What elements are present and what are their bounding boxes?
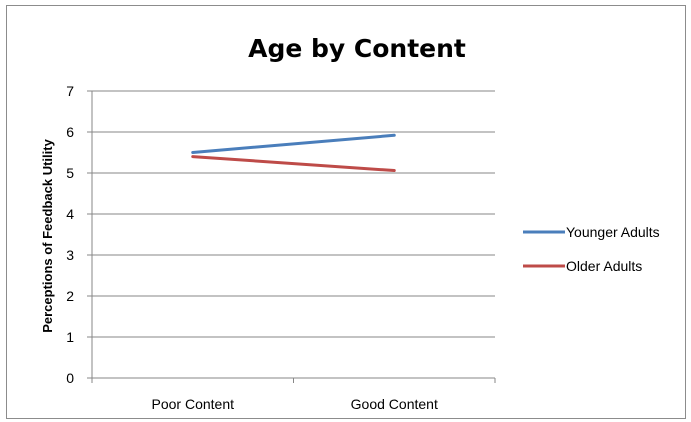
x-tick-labels: Poor Content Good Content bbox=[152, 396, 438, 412]
chart-title: Age by Content bbox=[248, 34, 466, 63]
x-tick-label: Good Content bbox=[351, 396, 438, 412]
legend-label: Older Adults bbox=[566, 258, 642, 274]
y-tick-label: 0 bbox=[66, 370, 74, 386]
y-tick-label: 7 bbox=[66, 83, 74, 99]
series-lines bbox=[193, 135, 395, 170]
y-tick-label: 3 bbox=[66, 247, 74, 263]
series-line bbox=[193, 135, 395, 152]
y-tick-label: 6 bbox=[66, 124, 74, 140]
legend: Younger Adults Older Adults bbox=[523, 224, 660, 274]
legend-label: Younger Adults bbox=[566, 224, 660, 240]
x-tick-label: Poor Content bbox=[152, 396, 235, 412]
axes bbox=[87, 91, 495, 383]
y-tick-labels: 0 1 2 3 4 5 6 7 bbox=[66, 83, 74, 386]
y-tick-label: 4 bbox=[66, 206, 74, 222]
y-tick-label: 5 bbox=[66, 165, 74, 181]
series-line bbox=[193, 157, 395, 171]
y-axis-label: Perceptions of Feedback Utility bbox=[40, 138, 55, 332]
y-tick-label: 1 bbox=[66, 329, 74, 345]
gridlines bbox=[92, 91, 495, 337]
y-tick-label: 2 bbox=[66, 288, 74, 304]
